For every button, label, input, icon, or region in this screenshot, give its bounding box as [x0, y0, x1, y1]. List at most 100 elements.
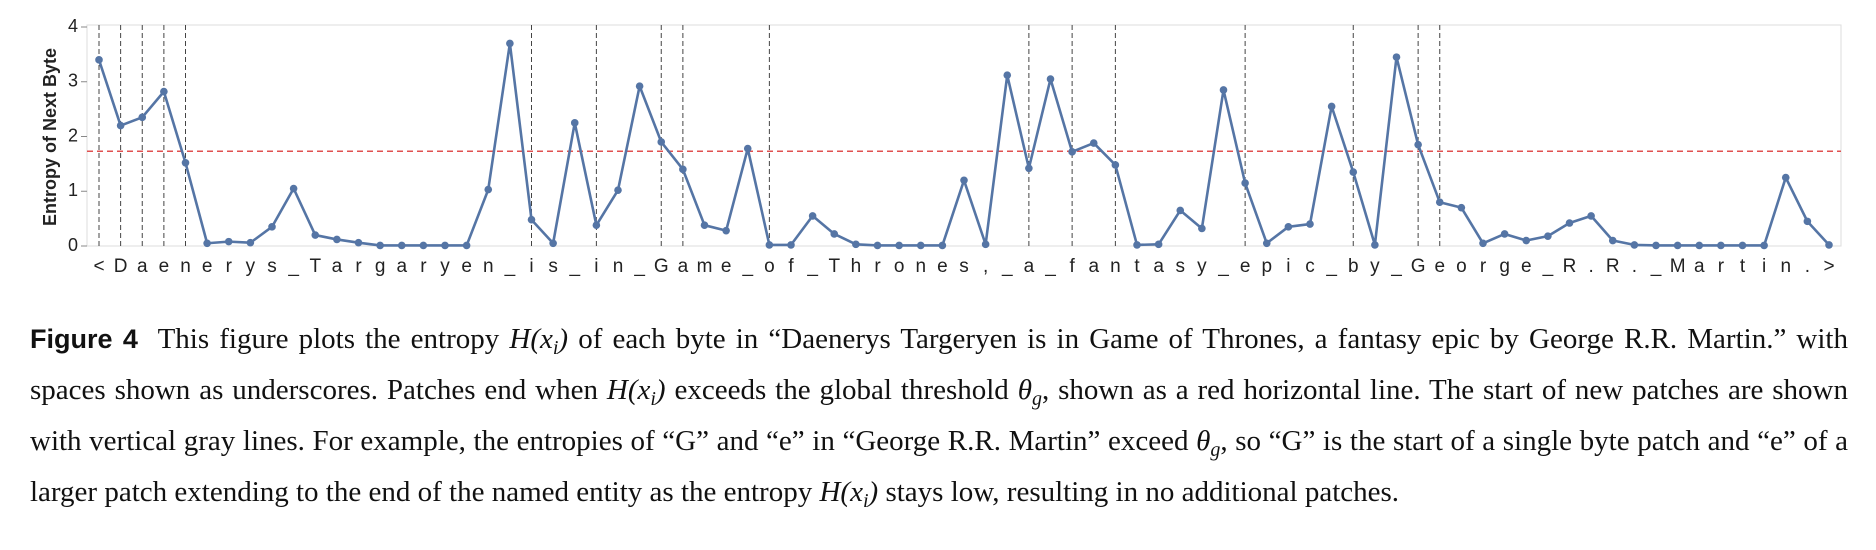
x-tick-label: p [1261, 256, 1272, 277]
x-tick-label: i [1286, 256, 1290, 277]
x-tick-label: r [1480, 256, 1487, 277]
x-tick-label: y [1370, 256, 1380, 277]
x-tick-label: _ [1001, 256, 1013, 277]
x-tick-label: T [828, 256, 840, 277]
x-tick-label: n [613, 256, 624, 277]
x-tick-label: g [375, 256, 386, 277]
entropy-point [700, 221, 709, 229]
x-tick-label: e [202, 256, 213, 277]
entropy-point [1046, 75, 1055, 83]
entropy-point [916, 241, 925, 250]
x-tick-label: < [93, 256, 104, 277]
entropy-point [960, 176, 968, 185]
x-tick-label: o [894, 256, 905, 277]
math: θ [1017, 374, 1032, 406]
entropy-point [808, 212, 817, 220]
x-tick-label: r [355, 256, 362, 277]
x-tick-label: a [332, 256, 343, 277]
entropy-point [1198, 224, 1206, 233]
x-tick-label: _ [1044, 256, 1056, 277]
x-tick-label: . [1632, 256, 1637, 277]
entropy-point [614, 186, 622, 194]
x-tick-label: a [137, 256, 148, 277]
math: θ [1196, 425, 1211, 457]
x-tick-label: r [226, 256, 233, 277]
entropy-point [397, 241, 406, 250]
math-sub: i [552, 337, 559, 359]
x-tick-label: e [461, 256, 472, 277]
entropy-point [506, 39, 514, 48]
entropy-point [333, 235, 341, 244]
caption-text: , so “G” is the start of a single byte p… [30, 425, 1848, 508]
entropy-point [1695, 241, 1704, 250]
x-tick-label: n [1110, 256, 1121, 277]
entropy-point [549, 239, 557, 248]
entropy-point [1608, 236, 1617, 245]
caption-text: , shown as a red horizontal line. The st… [30, 374, 1848, 457]
entropy-point [787, 241, 795, 249]
x-tick-label: o [1456, 256, 1467, 277]
x-tick-label: R [1606, 256, 1620, 277]
entropy-point [1479, 239, 1487, 248]
entropy-point [419, 241, 428, 250]
entropy-point [116, 121, 125, 130]
x-tick-label: e [937, 256, 948, 277]
entropy-point [311, 231, 320, 239]
entropy-point [852, 240, 860, 249]
entropy-point [138, 113, 147, 122]
x-tick-label: a [1088, 256, 1099, 277]
x-tick-label: y [440, 256, 450, 277]
caption-text: This figure plots the entropy [157, 323, 510, 355]
math: ) [558, 323, 569, 355]
x-tick-label: s [548, 256, 558, 277]
x-tick-label: _ [741, 256, 753, 277]
x-tick-label: n [180, 256, 191, 277]
x-tick-label: a [1694, 256, 1705, 277]
entropy-line [97, 42, 1830, 247]
x-tick-label: R [1563, 256, 1577, 277]
entropy-point [1154, 240, 1163, 249]
x-tick-label: e [1521, 256, 1532, 277]
x-tick-label: a [1024, 256, 1035, 277]
entropy-point [1349, 168, 1358, 176]
x-tick-label: f [1069, 256, 1075, 277]
x-tick-label: _ [1325, 256, 1337, 277]
entropy-point [1522, 236, 1531, 245]
entropy-point [1717, 241, 1725, 250]
entropy-point [1500, 230, 1509, 238]
entropy-point [1414, 140, 1422, 149]
math-sub: i [650, 388, 656, 410]
entropy-point [462, 241, 471, 250]
entropy-point [635, 82, 644, 90]
x-tick-label: _ [633, 256, 645, 277]
x-tick-label: a [678, 256, 689, 277]
x-tick-label: _ [1650, 256, 1662, 277]
math-sub: g [1210, 439, 1221, 461]
entropy-point [938, 241, 947, 250]
entropy-point [1176, 206, 1185, 215]
entropy-point [722, 226, 730, 235]
y-tick-label: 4 [68, 16, 78, 36]
x-tick-label: t [1740, 256, 1746, 277]
math: ) [655, 374, 666, 406]
entropy-point [1630, 241, 1639, 249]
x-tick-label: _ [504, 256, 516, 277]
entropy-point [1089, 139, 1098, 147]
x-tick-label: r [420, 256, 427, 277]
entropy-point [743, 144, 752, 153]
entropy-point [873, 241, 882, 250]
x-tick-label: s [1176, 256, 1186, 277]
entropy-point [1565, 219, 1574, 227]
entropy-point [657, 138, 666, 146]
x-tick-label: s [267, 256, 277, 277]
entropy-point [1219, 86, 1228, 94]
x-tick-label: e [1434, 256, 1445, 277]
entropy-point [1371, 241, 1379, 249]
entropy-point [895, 241, 903, 250]
entropy-point [441, 241, 449, 250]
entropy-point [1760, 241, 1768, 250]
x-tick-label: i [529, 256, 533, 277]
y-tick-label: 0 [68, 235, 78, 255]
x-tick-label: _ [1217, 256, 1229, 277]
